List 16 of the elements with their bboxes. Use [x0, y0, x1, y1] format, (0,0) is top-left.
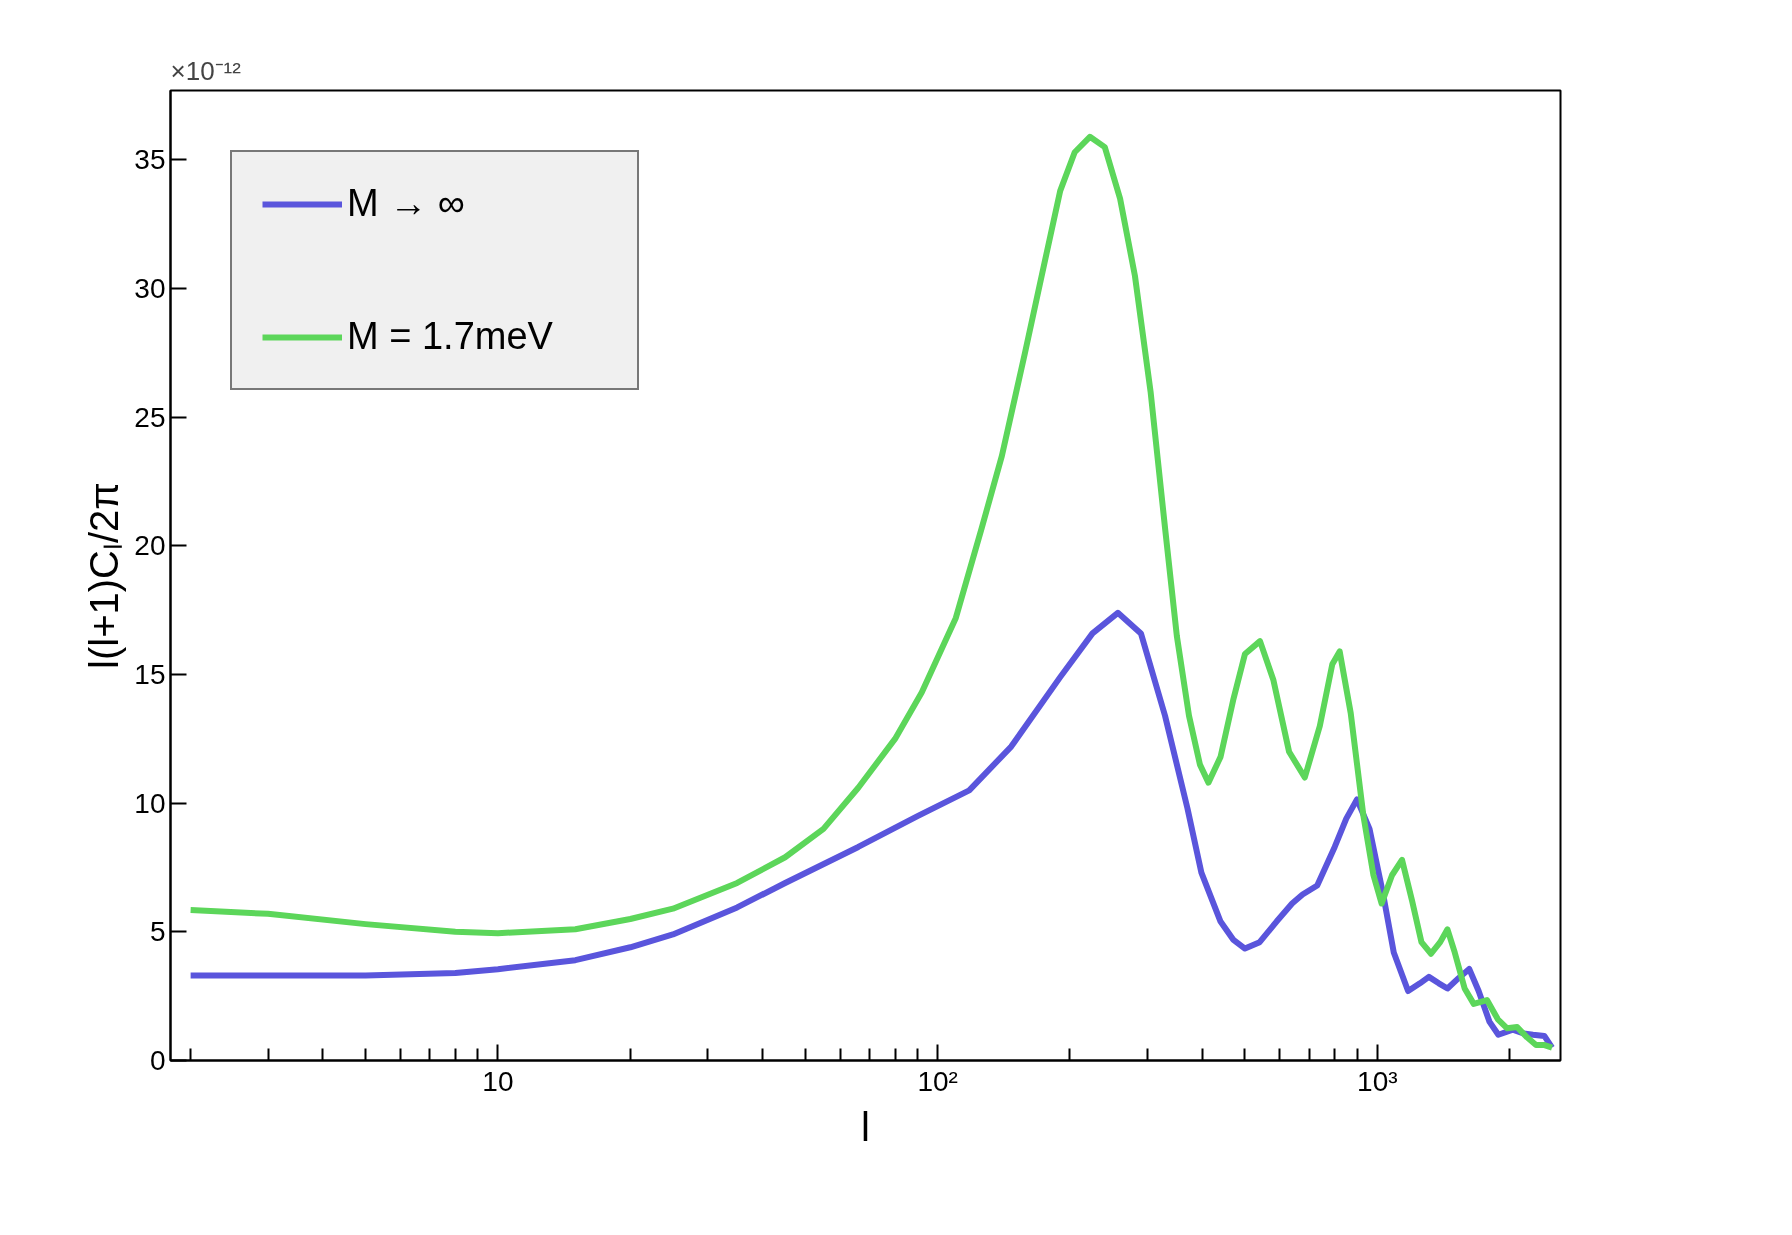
x-tick-label: 10³: [1357, 1065, 1398, 1097]
text: ×10⁻¹²: [170, 55, 242, 86]
y-tick-label: 25: [134, 401, 166, 433]
x-tick-label: 10: [482, 1065, 514, 1097]
y-tick-label: 5: [149, 916, 166, 948]
y-tick-label: 10: [134, 787, 166, 819]
x-tick-label: 10²: [917, 1065, 958, 1097]
legend-label: M = 1.7meV: [347, 315, 554, 358]
y-tick-label: 30: [134, 273, 166, 305]
y-tick-label: 35: [134, 144, 166, 176]
y-tick-label: 0: [149, 1045, 166, 1076]
y-axis-title: l(l+1)Cₗ/2π: [82, 482, 127, 669]
x-axis-title: l: [861, 1104, 870, 1149]
legend-label: M → ∞: [347, 182, 466, 225]
y-tick-label: 15: [134, 659, 166, 691]
y-tick-label: 20: [134, 530, 166, 562]
